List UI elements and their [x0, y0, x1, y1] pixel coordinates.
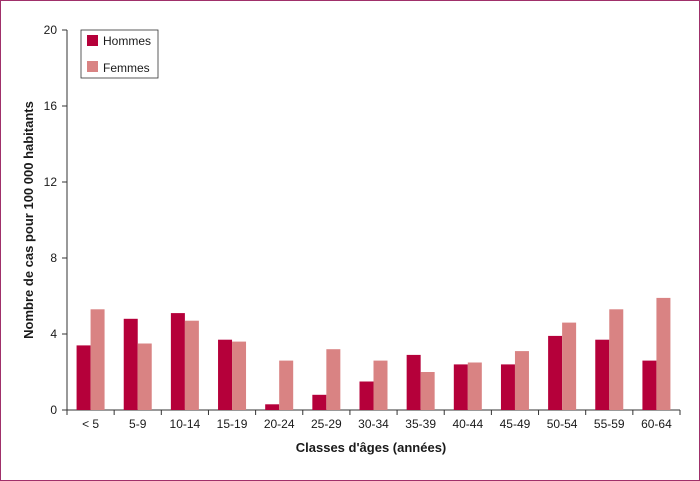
bar-hommes-4 — [218, 339, 233, 410]
x-tick-label: 40-44 — [452, 417, 483, 431]
bar-femmes-13 — [656, 297, 671, 410]
legend-label-femmes: Femmes — [103, 61, 150, 75]
bar-femmes-7 — [373, 360, 388, 410]
bar-hommes-8 — [406, 354, 421, 410]
bar-hommes-1 — [76, 345, 91, 410]
bar-femmes-4 — [232, 341, 247, 410]
bar-hommes-12 — [595, 339, 610, 410]
x-axis-title: Classes d'âges (années) — [296, 440, 447, 455]
x-tick-label: 50-54 — [547, 417, 578, 431]
x-tick-label: 15-19 — [217, 417, 248, 431]
bar-femmes-6 — [326, 349, 341, 410]
x-tick-label: 25-29 — [311, 417, 342, 431]
bar-femmes-12 — [609, 309, 624, 410]
bar-femmes-1 — [90, 309, 105, 410]
legend-swatch-femmes — [87, 61, 98, 72]
y-tick-label: 0 — [50, 403, 57, 417]
y-tick-label: 8 — [50, 251, 57, 265]
y-axis: 0 4 8 12 16 20 — [44, 23, 68, 417]
bar-hommes-2 — [123, 318, 138, 410]
x-tick-label: 30-34 — [358, 417, 389, 431]
x-tick-label: 35-39 — [405, 417, 436, 431]
bar-hommes-10 — [500, 364, 515, 410]
bar-hommes-9 — [453, 364, 468, 410]
y-tick-label: 12 — [44, 175, 58, 189]
x-tick-label: 5-9 — [129, 417, 147, 431]
y-axis-title: Nombre de cas pour 100 000 habitants — [21, 101, 36, 339]
x-tick-label: < 5 — [82, 417, 99, 431]
bar-femmes-9 — [467, 362, 482, 410]
bar-femmes-5 — [279, 360, 294, 410]
bar-hommes-11 — [548, 335, 563, 410]
legend: Hommes Femmes — [80, 29, 159, 79]
bar-femmes-11 — [562, 322, 577, 410]
legend-label-hommes: Hommes — [103, 34, 151, 48]
bar-hommes-7 — [359, 381, 374, 410]
bar-femmes-8 — [420, 372, 435, 410]
bar-femmes-10 — [514, 351, 529, 410]
bar-hommes-3 — [170, 313, 185, 410]
x-axis: < 5 5-9 10-14 15-19 20-24 25-29 30-34 35-39 40-4… — [66, 409, 681, 431]
bar-hommes-13 — [642, 360, 657, 410]
x-tick-label: 60-64 — [641, 417, 672, 431]
x-tick-label: 20-24 — [264, 417, 295, 431]
x-tick-label: 55-59 — [594, 417, 625, 431]
legend-swatch-hommes — [87, 35, 98, 46]
bar-hommes-6 — [312, 394, 327, 410]
x-tick-label: 45-49 — [500, 417, 531, 431]
bars — [76, 297, 671, 410]
y-tick-label: 4 — [50, 327, 57, 341]
bar-hommes-5 — [265, 404, 280, 410]
y-tick-label: 20 — [44, 23, 58, 37]
x-tick-label: 10-14 — [170, 417, 201, 431]
y-tick-label: 16 — [44, 99, 58, 113]
bar-femmes-3 — [184, 320, 199, 410]
bar-femmes-2 — [137, 343, 152, 410]
